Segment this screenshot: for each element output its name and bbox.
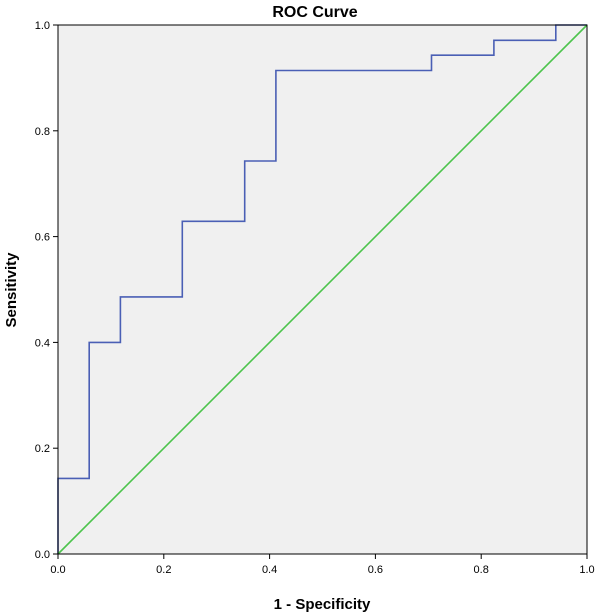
- x-axis-title: 1 - Specificity: [274, 596, 371, 613]
- y-axis: 0.0 0.2 0.4 0.6 0.8 1.0: [35, 20, 58, 561]
- x-tick-label: 0.6: [368, 564, 383, 576]
- plot-area: [57, 24, 588, 555]
- y-tick-label: 0.4: [35, 337, 50, 349]
- plot-frame: [57, 24, 588, 555]
- x-tick-label: 1.0: [579, 564, 594, 576]
- y-tick-label: 1.0: [35, 20, 50, 32]
- y-tick-label: 0.6: [35, 232, 50, 244]
- x-tick-label: 0.4: [262, 564, 277, 576]
- y-axis-title: Sensitivity: [3, 252, 20, 328]
- x-axis: 0.0 0.2 0.4 0.6 0.8 1.0: [50, 554, 595, 576]
- y-tick-label: 0.8: [35, 126, 50, 138]
- reference-diagonal-line: [57, 24, 588, 555]
- chart-title: ROC Curve: [272, 4, 357, 21]
- roc-curve-line: [57, 24, 587, 554]
- x-tick-label: 0.2: [156, 564, 171, 576]
- x-tick-label: 0.0: [50, 564, 65, 576]
- x-tick-label: 0.8: [474, 564, 489, 576]
- y-tick-label: 0.0: [35, 549, 50, 561]
- y-tick-label: 0.2: [35, 443, 50, 455]
